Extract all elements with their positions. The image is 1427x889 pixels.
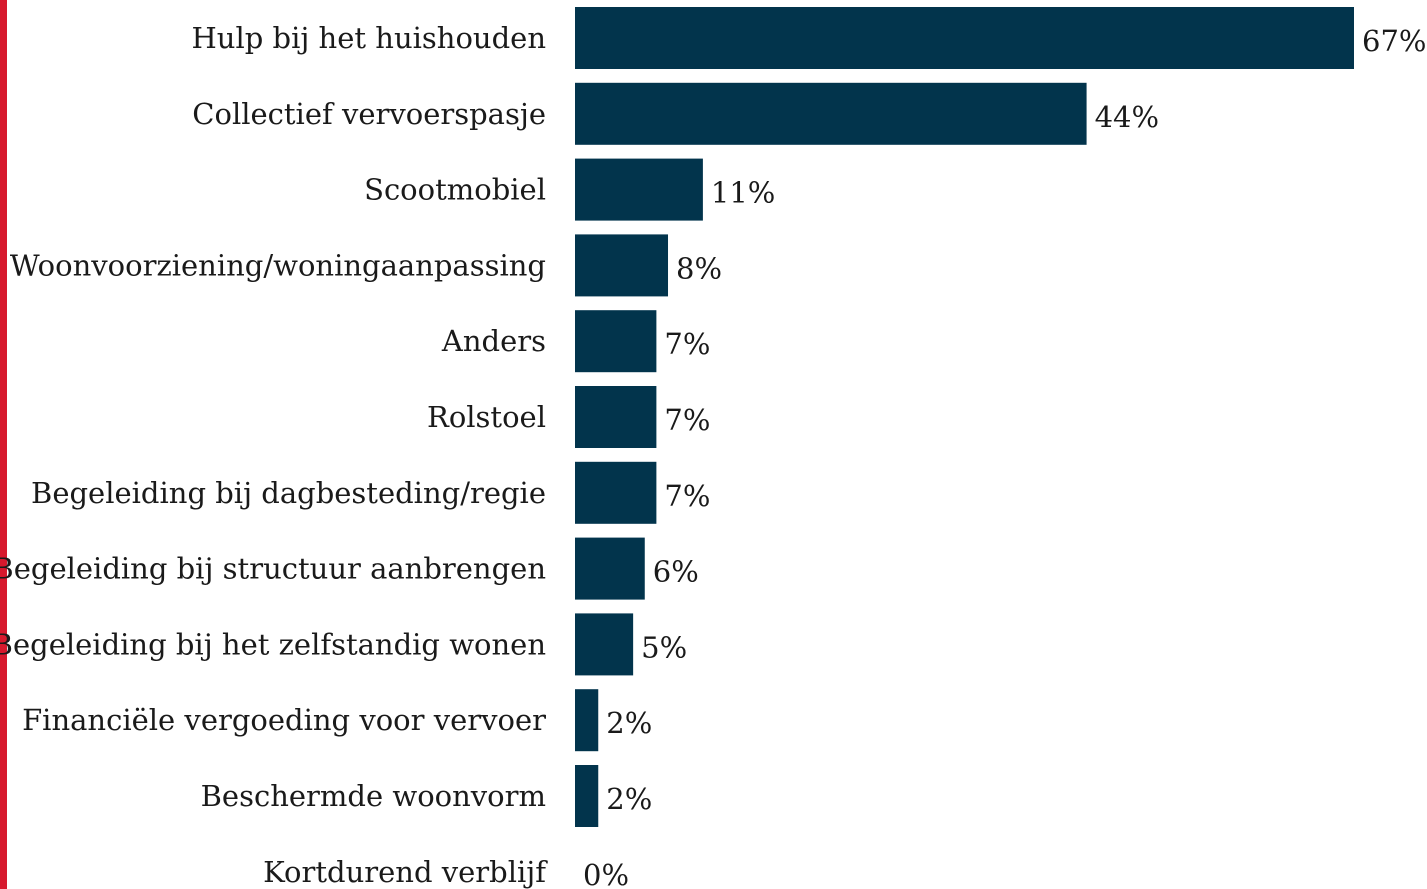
bar (575, 82, 1087, 145)
category-label: Collectief vervoerspasje (192, 97, 546, 131)
value-label: 2% (606, 782, 652, 816)
category-label: Begeleiding bij het zelfstandig wonen (0, 627, 546, 661)
bar (575, 765, 599, 827)
category-label: Beschermde woonvorm (201, 779, 546, 813)
value-label: 67% (1362, 24, 1426, 58)
category-label: Begeleiding bij structuur aanbrengen (0, 552, 546, 586)
category-label: Financiële vergoeding voor vervoer (22, 703, 546, 737)
bar (575, 234, 669, 297)
value-label: 44% (1095, 100, 1159, 134)
category-label: Anders (441, 324, 546, 358)
bar (575, 537, 645, 600)
value-label: 8% (676, 251, 722, 285)
value-label: 7% (664, 479, 710, 513)
bar (575, 461, 657, 524)
category-label: Rolstoel (427, 400, 546, 434)
value-label: 5% (641, 630, 687, 664)
bar (575, 310, 657, 373)
category-label: Woonvoorziening/woningaanpassing (10, 248, 546, 282)
bar (575, 613, 634, 676)
category-label: Hulp bij het huishouden (191, 21, 546, 55)
category-label: Kortdurend verblijf (263, 855, 548, 889)
left-accent-bar (0, 0, 7, 889)
bar (575, 7, 1354, 69)
value-label: 11% (711, 176, 775, 210)
bar (575, 386, 657, 448)
value-label: 7% (664, 403, 710, 437)
value-label: 2% (606, 706, 652, 740)
bar (575, 689, 599, 752)
value-label: 6% (653, 555, 699, 589)
category-label: Scootmobiel (364, 173, 546, 207)
value-label: 0% (583, 858, 629, 889)
category-label: Begeleiding bij dagbesteding/regie (31, 476, 546, 510)
bar (575, 158, 703, 221)
value-label: 7% (664, 327, 710, 361)
